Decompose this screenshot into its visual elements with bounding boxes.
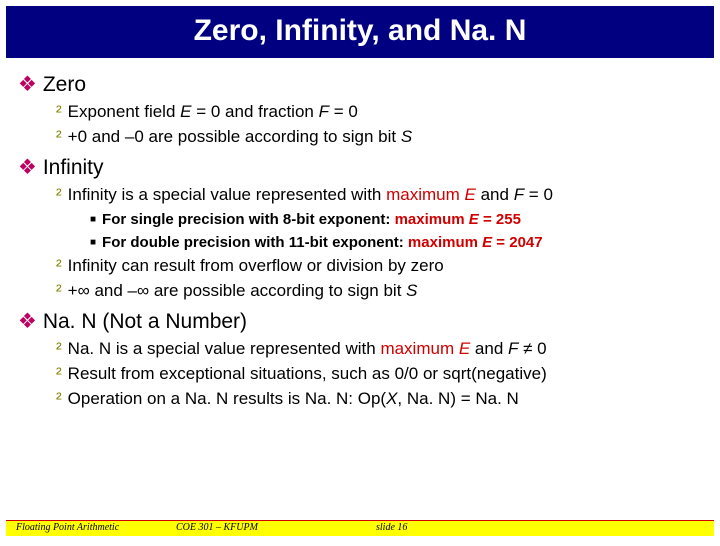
square-bullet-icon: ■ — [90, 214, 96, 225]
footer-center: COE 301 – KFUPM — [166, 521, 366, 536]
section-heading-nan: ❖Na. N (Not a Number) — [18, 309, 702, 334]
diamond-bullet-icon: ❖ — [18, 73, 37, 96]
section-heading-infinity: ❖Infinity — [18, 155, 702, 180]
bullet-item: ²Infinity can result from overflow or di… — [56, 255, 702, 278]
diamond-bullet-icon: ❖ — [18, 310, 37, 333]
diamond-open-icon: ² — [56, 339, 62, 358]
diamond-open-icon: ² — [56, 389, 62, 408]
diamond-bullet-icon: ❖ — [18, 156, 37, 179]
diamond-open-icon: ² — [56, 364, 62, 383]
diamond-open-icon: ² — [56, 127, 62, 146]
bullet-item: ²Exponent field E = 0 and fraction F = 0 — [56, 101, 702, 124]
bullet-item: ²Infinity is a special value represented… — [56, 184, 702, 207]
slide-title: Zero, Infinity, and Na. N — [6, 6, 714, 58]
diamond-open-icon: ² — [56, 185, 62, 204]
section-heading-zero: ❖Zero — [18, 72, 702, 97]
bullet-item: ²+0 and –0 are possible according to sig… — [56, 126, 702, 149]
diamond-open-icon: ² — [56, 102, 62, 121]
sub-bullet-item: ■For single precision with 8-bit exponen… — [90, 209, 702, 230]
bullet-item: ²Operation on a Na. N results is Na. N: … — [56, 388, 702, 411]
footer-left: Floating Point Arithmetic — [6, 521, 166, 536]
diamond-open-icon: ² — [56, 256, 62, 275]
diamond-open-icon: ² — [56, 281, 62, 300]
sub-bullet-item: ■For double precision with 11-bit expone… — [90, 232, 702, 253]
square-bullet-icon: ■ — [90, 237, 96, 248]
bullet-item: ²+∞ and –∞ are possible according to sig… — [56, 280, 702, 303]
bullet-item: ²Result from exceptional situations, suc… — [56, 363, 702, 386]
footer-right: slide 16 — [366, 521, 486, 536]
slide-body: ❖Zero ²Exponent field E = 0 and fraction… — [0, 58, 720, 411]
slide-footer: Floating Point Arithmetic COE 301 – KFUP… — [6, 520, 714, 536]
bullet-item: ²Na. N is a special value represented wi… — [56, 338, 702, 361]
